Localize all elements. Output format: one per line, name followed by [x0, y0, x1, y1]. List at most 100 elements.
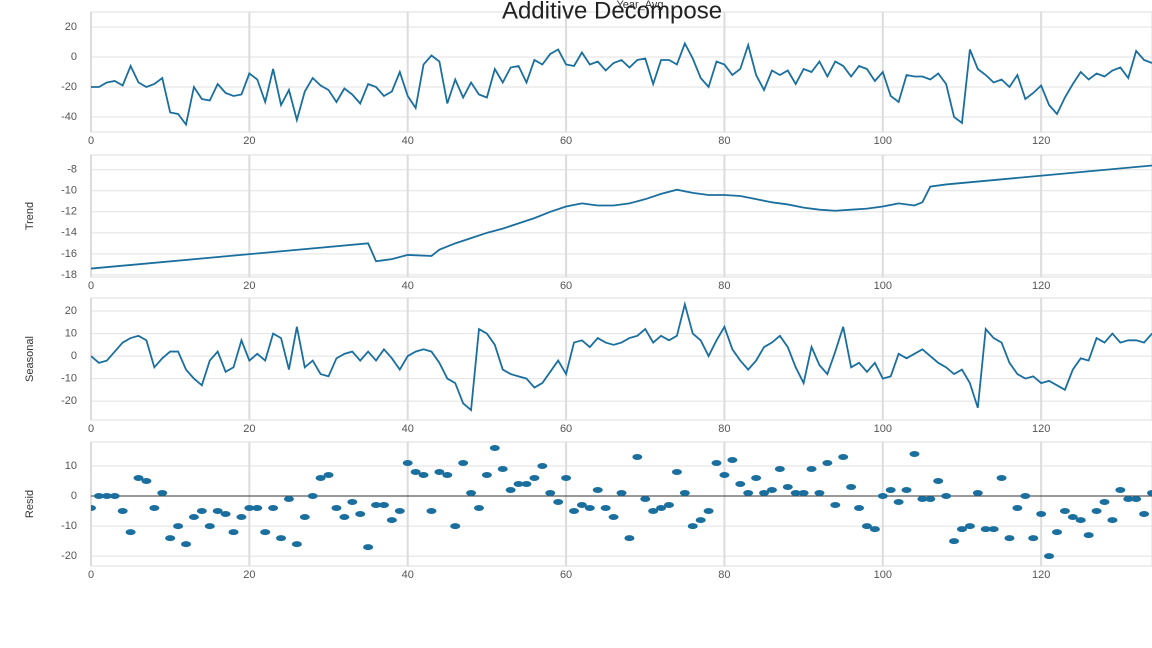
point [869, 526, 880, 533]
y-tick-label: -20 [61, 550, 77, 562]
point [743, 490, 754, 497]
series [91, 300, 1152, 412]
point [426, 508, 437, 515]
point [1123, 496, 1134, 503]
point [909, 451, 920, 458]
point [703, 508, 714, 515]
point [331, 505, 342, 512]
x-tick-label: 20 [243, 569, 255, 581]
x-tick-label: 80 [718, 135, 730, 147]
point [687, 523, 698, 530]
point [141, 478, 152, 485]
point [236, 514, 247, 521]
y-tick-label: -20 [61, 395, 77, 407]
x-tick-label: 100 [874, 569, 892, 581]
point [956, 526, 967, 533]
point [814, 490, 825, 497]
point [600, 505, 611, 512]
point [458, 460, 469, 467]
y-axis-label: Year_Avg [616, 0, 663, 11]
point [386, 517, 397, 524]
point [315, 475, 326, 482]
x-tick-label: 0 [88, 135, 94, 147]
x-tick-label: 0 [88, 423, 94, 435]
x-tick-label: 20 [243, 280, 255, 292]
point [323, 472, 334, 479]
point [576, 502, 587, 509]
line [91, 300, 1152, 412]
point [545, 490, 556, 497]
point [656, 505, 667, 512]
point [1012, 505, 1023, 512]
point [624, 535, 635, 542]
x-tick-label: 40 [402, 280, 414, 292]
point [410, 469, 421, 476]
point [568, 508, 579, 515]
point [861, 523, 872, 530]
point [988, 526, 999, 533]
point [1067, 514, 1078, 521]
y-tick-label: -20 [61, 81, 77, 93]
point [521, 481, 532, 488]
point [268, 505, 279, 512]
line [91, 164, 1152, 270]
x-tick-label: 0 [88, 280, 94, 292]
point [307, 493, 318, 500]
x-tick-label: 60 [560, 135, 572, 147]
y-tick-label: -10 [61, 520, 77, 532]
subplot: -40 -20 0 20 0 20 40 60 80 100 120 Year_Avg [61, 0, 1152, 147]
point [149, 505, 160, 512]
point [719, 472, 730, 479]
point [505, 487, 516, 494]
point [1020, 493, 1031, 500]
point [497, 466, 508, 473]
point [442, 472, 453, 479]
x-tick-label: 120 [1032, 569, 1050, 581]
point [972, 490, 983, 497]
point [1083, 532, 1094, 539]
point [664, 502, 675, 509]
point [1115, 487, 1126, 494]
point [759, 490, 770, 497]
point [91, 505, 96, 512]
plot-area [90, 154, 1152, 278]
point [220, 511, 231, 518]
point [1099, 499, 1110, 506]
x-tick-label: 120 [1032, 423, 1050, 435]
point [980, 526, 991, 533]
point [196, 508, 207, 515]
point [561, 475, 572, 482]
point [846, 484, 857, 491]
point [1147, 490, 1152, 497]
point [228, 529, 239, 536]
point [592, 487, 603, 494]
point [854, 505, 865, 512]
point [363, 544, 374, 551]
x-tick-label: 40 [402, 423, 414, 435]
y-tick-label: -14 [61, 227, 77, 239]
point [766, 487, 777, 494]
point [671, 469, 682, 476]
point [291, 541, 302, 548]
y-tick-label: -8 [67, 164, 77, 176]
x-tick-label: 60 [560, 280, 572, 292]
x-tick-label: 20 [243, 423, 255, 435]
y-axis-label: Resid [24, 490, 36, 518]
point [378, 502, 389, 509]
point [489, 445, 500, 452]
point [838, 454, 849, 461]
y-tick-label: 0 [71, 350, 77, 362]
point [893, 499, 904, 506]
point [481, 472, 492, 479]
point [513, 481, 524, 488]
x-tick-label: 100 [874, 280, 892, 292]
y-tick-label: 0 [71, 490, 77, 502]
point [679, 490, 690, 497]
point [1075, 517, 1086, 524]
point [1004, 535, 1015, 542]
point [1044, 553, 1055, 560]
line [91, 41, 1152, 127]
chart-title: Additive Decompose [502, 0, 722, 24]
point [125, 529, 136, 536]
